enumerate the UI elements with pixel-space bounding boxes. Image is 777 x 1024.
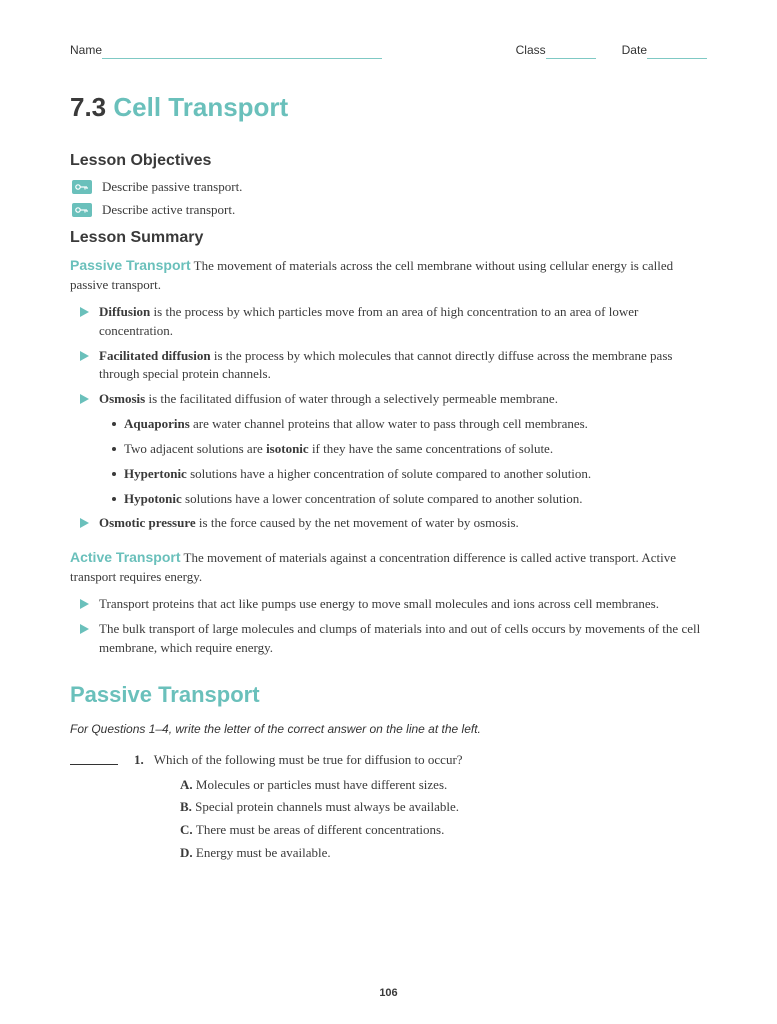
worksheet-heading: Passive Transport [70, 679, 707, 711]
question-number: 1. [128, 751, 144, 770]
date-label: Date [622, 42, 647, 59]
term: Aquaporins [124, 416, 190, 431]
worksheet-page: Name Class Date 7.3 Cell Transport Lesso… [0, 0, 777, 1024]
page-number: 106 [0, 986, 777, 1002]
name-field: Name [70, 42, 382, 59]
text-a: Two adjacent solutions are [124, 441, 266, 456]
summary-heading: Lesson Summary [70, 226, 707, 249]
sub-bullet-aquaporins: Aquaporins are water channel proteins th… [112, 415, 707, 434]
sub-bullet-hypotonic: Hypotonic solutions have a lower concent… [112, 490, 707, 509]
definition: is the facilitated diffusion of water th… [145, 391, 558, 406]
choice-text: Special protein channels must always be … [195, 799, 459, 814]
triangle-bullet-icon [80, 394, 89, 404]
objective-text: Describe active transport. [102, 201, 235, 220]
triangle-bullet-icon [80, 624, 89, 634]
bullet-text: Transport proteins that act like pumps u… [99, 595, 659, 614]
choice-b: B. Special protein channels must always … [180, 798, 707, 817]
triangle-bullet-icon [80, 351, 89, 361]
passive-intro: Passive Transport The movement of materi… [70, 255, 707, 295]
header-fields: Name Class Date [70, 42, 707, 59]
bullet-osmotic-pressure: Osmotic pressure is the force caused by … [80, 514, 707, 533]
definition: solutions have a higher concentration of… [187, 466, 591, 481]
sub-bullet-isotonic: Two adjacent solutions are isotonic if t… [112, 440, 707, 459]
key-icon [72, 203, 92, 217]
question-stem: Which of the following must be true for … [154, 751, 463, 770]
active-subhead: Active Transport [70, 549, 180, 565]
name-blank[interactable] [102, 45, 382, 59]
section-title: Cell Transport [113, 92, 288, 122]
choice-text: Energy must be available. [196, 845, 331, 860]
term: Osmosis [99, 391, 145, 406]
choices: A. Molecules or particles must have diff… [180, 776, 707, 863]
passive-subhead: Passive Transport [70, 257, 191, 273]
choice-c: C. There must be areas of different conc… [180, 821, 707, 840]
text-c: if they have the same concentrations of … [309, 441, 553, 456]
choice-text: There must be areas of different concent… [196, 822, 444, 837]
instructions: For Questions 1–4, write the letter of t… [70, 721, 707, 738]
choice-text: Molecules or particles must have differe… [196, 777, 447, 792]
dot-bullet-icon [112, 472, 116, 476]
date-blank[interactable] [647, 45, 707, 59]
answer-blank[interactable] [70, 751, 118, 765]
term: Hypotonic [124, 491, 182, 506]
choice-a: A. Molecules or particles must have diff… [180, 776, 707, 795]
definition: is the process by which particles move f… [99, 304, 638, 338]
dot-bullet-icon [112, 497, 116, 501]
bullet-diffusion: Diffusion is the process by which partic… [80, 303, 707, 341]
bullet-facilitated: Facilitated diffusion is the process by … [80, 347, 707, 385]
dot-bullet-icon [112, 422, 116, 426]
definition: are water channel proteins that allow wa… [190, 416, 588, 431]
term: Hypertonic [124, 466, 187, 481]
class-label: Class [516, 42, 546, 59]
bullet-osmosis: Osmosis is the facilitated diffusion of … [80, 390, 707, 409]
question-1: 1. Which of the following must be true f… [70, 751, 707, 770]
active-intro: Active Transport The movement of materia… [70, 547, 707, 587]
definition: is the force caused by the net movement … [196, 515, 519, 530]
sub-bullet-hypertonic: Hypertonic solutions have a higher conce… [112, 465, 707, 484]
class-field: Class [516, 42, 596, 59]
triangle-bullet-icon [80, 307, 89, 317]
bullet-active-pumps: Transport proteins that act like pumps u… [80, 595, 707, 614]
choice-d: D. Energy must be available. [180, 844, 707, 863]
dot-bullet-icon [112, 447, 116, 451]
term: Osmotic pressure [99, 515, 196, 530]
objective-item: Describe active transport. [72, 201, 707, 220]
triangle-bullet-icon [80, 599, 89, 609]
date-field: Date [622, 42, 707, 59]
bullet-active-bulk: The bulk transport of large molecules an… [80, 620, 707, 658]
objective-text: Describe passive transport. [102, 178, 242, 197]
term: Facilitated diffusion [99, 348, 211, 363]
triangle-bullet-icon [80, 518, 89, 528]
page-title: 7.3 Cell Transport [70, 89, 707, 127]
objectives-heading: Lesson Objectives [70, 149, 707, 172]
bullet-text: The bulk transport of large molecules an… [99, 620, 707, 658]
term: isotonic [266, 441, 309, 456]
name-label: Name [70, 42, 102, 59]
definition: solutions have a lower concentration of … [182, 491, 583, 506]
key-icon [72, 180, 92, 194]
term: Diffusion [99, 304, 150, 319]
section-number: 7.3 [70, 92, 106, 122]
class-blank[interactable] [546, 45, 596, 59]
objective-item: Describe passive transport. [72, 178, 707, 197]
